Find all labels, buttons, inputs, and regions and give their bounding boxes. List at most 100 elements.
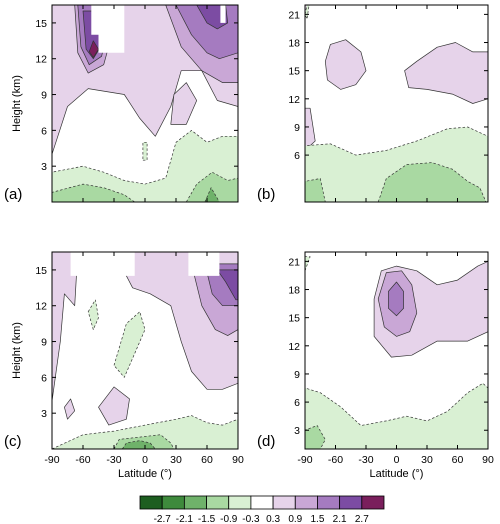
contour-region-purple-dark: [196, 5, 229, 30]
y-axis-label: Height (km): [11, 75, 23, 132]
y-tick-label: 3: [294, 425, 300, 437]
colorbar-swatch: [228, 495, 252, 510]
y-tick-label: 9: [294, 122, 300, 134]
colorbar-level-label: 0.9: [288, 514, 302, 524]
contour-region-green-light: [305, 256, 311, 272]
contour-region-missing: [188, 252, 220, 276]
contour-region-green-mid: [52, 183, 136, 202]
colorbar-level-label: -1.5: [198, 514, 216, 524]
y-tick-label: 15: [288, 313, 300, 325]
y-tick-label: 18: [288, 38, 300, 50]
contour-region-purple-light: [305, 107, 316, 151]
plot-area: [305, 252, 488, 449]
colorbar-swatch: [361, 495, 385, 510]
x-tick-label: 90: [232, 454, 244, 466]
contour-region-green-mid: [185, 171, 238, 202]
panel-b: 6 9 12 15 18 21 (b): [257, 4, 489, 203]
x-tick-label: -90: [44, 454, 59, 466]
y-tick-label: 15: [35, 265, 47, 277]
y-tick-label: 6: [294, 150, 300, 162]
colorbar-swatch: [139, 495, 163, 510]
panel-label: (b): [257, 186, 275, 203]
x-tick-label: 60: [201, 454, 213, 466]
x-tick-label: 30: [421, 454, 433, 466]
colorbar-level-label: -2.7: [154, 514, 172, 524]
contour-region-green-light: [305, 5, 310, 20]
y-tick-label: 9: [41, 337, 47, 349]
contour-region-green-mid: [305, 425, 326, 449]
x-tick-label: -60: [75, 454, 90, 466]
contour-region-green-light: [52, 130, 238, 202]
contour-region-purple-light: [324, 39, 367, 90]
colorbar-swatch: [317, 495, 341, 510]
contour-region-green-strong: [121, 440, 156, 449]
plot-area: [305, 5, 488, 202]
colorbar-swatch: [183, 495, 207, 510]
panel-label: (c): [4, 433, 22, 450]
y-tick-label: 6: [41, 372, 47, 384]
contour-region-missing: [91, 5, 125, 53]
y-tick-label: 15: [35, 18, 47, 30]
panel-a: 3 6 9 12 15 Height (km) (a): [4, 4, 239, 203]
contour-region-green-light: [87, 299, 99, 330]
contour-region-purple-light: [64, 398, 76, 420]
contour-region-green-light: [113, 311, 146, 378]
panel-label: (a): [4, 186, 22, 203]
contour-region-green-light: [305, 382, 488, 449]
x-tick-label: -30: [106, 454, 121, 466]
y-tick-label: 6: [294, 397, 300, 409]
panel-d: -90 -60 -30 0 30 60 90 3 6 9 12 15 18 21 Latitude (°) (…: [257, 251, 494, 480]
colorbar-swatch: [272, 495, 296, 510]
y-tick-label: 9: [294, 369, 300, 381]
x-tick-label: 30: [170, 454, 182, 466]
colorbar: -2.7 -2.1 -1.5 -0.9 -0.3 0.3 0.9 1.5 2.1 2.7: [139, 495, 385, 524]
contour-region-green-mid: [377, 162, 487, 202]
colorbar-swatch: [206, 495, 230, 510]
x-axis-label: Latitude (°): [370, 468, 424, 480]
panel-label: (d): [257, 433, 275, 450]
colorbar-swatch: [250, 495, 274, 510]
contour-region-purple-strong: [388, 281, 404, 317]
y-tick-label: 12: [35, 54, 47, 66]
colorbar-level-label: -2.1: [176, 514, 194, 524]
y-tick-label: 12: [288, 94, 300, 106]
contour-region-green-strong: [204, 187, 220, 202]
plot-area: [52, 5, 238, 202]
y-tick-label: 15: [288, 66, 300, 78]
panel-c: -90 -60 -30 0 30 60 90 3 6 9 12 15 Height (km) Latitu…: [4, 251, 244, 480]
contour-region-green-light: [142, 141, 148, 161]
x-tick-label: 90: [482, 454, 494, 466]
contour-region-purple-light: [170, 82, 198, 125]
colorbar-level-label: 2.7: [355, 514, 369, 524]
plot-area: [52, 252, 238, 449]
contour-region-purple-light: [52, 252, 79, 402]
y-tick-label: 12: [35, 301, 47, 313]
x-tick-label: 60: [452, 454, 464, 466]
x-tick-label: 0: [142, 454, 148, 466]
colorbar-swatch: [294, 495, 318, 510]
contour-region-missing: [70, 252, 135, 300]
y-tick-label: 12: [288, 341, 300, 353]
colorbar-level-label: 0.3: [266, 514, 280, 524]
y-tick-label: 6: [41, 125, 47, 137]
colorbar-level-label: -0.9: [220, 514, 238, 524]
colorbar-level-label: 1.5: [311, 514, 325, 524]
contour-region-green-mid: [305, 178, 326, 202]
y-tick-label: 3: [41, 408, 47, 420]
contour-region-missing: [220, 5, 226, 23]
contour-region-green-light: [52, 415, 238, 449]
contour-region-purple-light: [98, 386, 130, 426]
x-axis-label: Latitude (°): [118, 468, 172, 480]
y-tick-label: 3: [41, 161, 47, 173]
y-axis-label: Height (km): [11, 322, 23, 379]
y-tick-label: 9: [41, 90, 47, 102]
colorbar-swatch: [339, 495, 363, 510]
colorbar-level-label: 2.1: [333, 514, 347, 524]
y-tick-label: 21: [288, 9, 300, 21]
contour-region-purple-light: [404, 42, 488, 104]
y-tick-label: 18: [288, 285, 300, 297]
y-tick-label: 21: [288, 256, 300, 268]
x-tick-label: -30: [358, 454, 373, 466]
x-tick-label: -90: [297, 454, 312, 466]
